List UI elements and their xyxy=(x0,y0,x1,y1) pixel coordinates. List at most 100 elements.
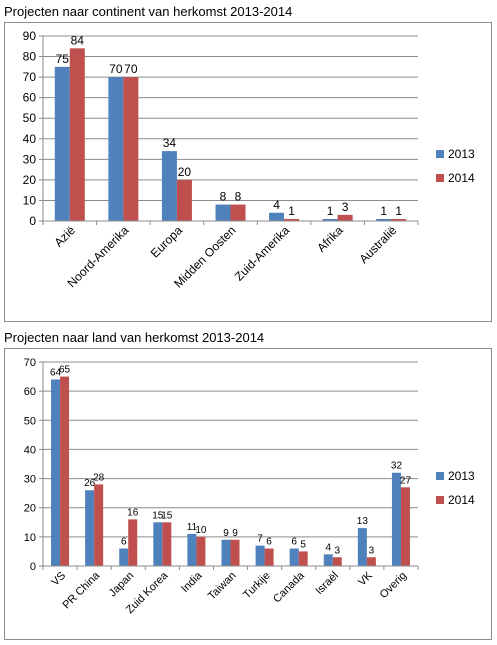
data-label: 9 xyxy=(232,528,238,539)
y-tick-label: 10 xyxy=(24,532,36,544)
data-label: 3 xyxy=(342,200,349,214)
data-label: 75 xyxy=(56,52,70,66)
data-label: 64 xyxy=(50,367,62,378)
bar-2013 xyxy=(161,151,177,221)
x-tick-label: Japan xyxy=(107,570,137,600)
legend-swatch xyxy=(436,174,444,182)
data-label: 3 xyxy=(334,545,340,556)
legend-label: 2013 xyxy=(448,147,475,161)
data-label: 1 xyxy=(327,204,334,218)
bar-2014 xyxy=(162,522,172,566)
data-label: 4 xyxy=(325,542,331,553)
chart-2-frame: 0 10 20 30 40 50 60 70 64 65 VS 26 28 PR China 6 16 Japa… xyxy=(4,348,492,640)
x-tick-label: Afrika xyxy=(314,223,346,255)
bar-2014 xyxy=(337,214,353,221)
data-label: 84 xyxy=(71,33,85,47)
data-label: 4 xyxy=(273,198,280,212)
bar-2013 xyxy=(289,548,299,566)
y-tick-label: 50 xyxy=(23,111,37,125)
x-tick-label: PR China xyxy=(60,569,102,611)
bar-2014 xyxy=(94,484,104,566)
data-label: 70 xyxy=(109,62,123,76)
data-label: 15 xyxy=(161,510,173,521)
legend-label: 2013 xyxy=(448,469,475,483)
bar-2013 xyxy=(215,204,231,221)
y-tick-label: 70 xyxy=(23,70,37,84)
bar-2013 xyxy=(391,472,401,566)
data-label: 34 xyxy=(163,136,177,150)
bar-2013 xyxy=(322,218,338,221)
data-label: 1 xyxy=(288,204,295,218)
bar-2014 xyxy=(284,218,300,221)
data-label: 7 xyxy=(257,534,263,545)
bar-2014 xyxy=(264,548,274,566)
x-tick-label: Overig xyxy=(378,570,409,601)
y-tick-label: 10 xyxy=(23,193,37,207)
data-label: 5 xyxy=(300,539,306,550)
bar-2013 xyxy=(153,522,163,566)
bar-2013 xyxy=(323,554,333,566)
bar-2014 xyxy=(391,218,407,221)
bar-2013 xyxy=(119,548,129,566)
x-tick-label: India xyxy=(179,569,205,595)
data-label: 27 xyxy=(400,475,412,486)
y-tick-label: 60 xyxy=(23,91,37,105)
x-tick-label: Europa xyxy=(148,223,185,260)
bar-2013 xyxy=(221,539,231,566)
y-tick-label: 80 xyxy=(23,50,37,64)
bar-2014 xyxy=(298,551,308,566)
chart-2-title: Projecten naar land van herkomst 2013-20… xyxy=(4,330,265,345)
y-tick-label: 50 xyxy=(24,415,36,427)
x-tick-label: Israël xyxy=(313,570,341,598)
bar-2013 xyxy=(269,212,285,221)
bar-2014 xyxy=(332,557,342,566)
x-tick-label: Australië xyxy=(356,223,399,266)
data-label: 70 xyxy=(124,62,138,76)
x-tick-label: VK xyxy=(356,569,375,588)
bar-2014 xyxy=(69,48,85,221)
bar-2014 xyxy=(123,77,139,221)
x-tick-label: Zuid-Amerika xyxy=(232,223,293,284)
x-tick-label: Azië xyxy=(52,223,79,250)
y-tick-label: 0 xyxy=(29,214,36,228)
x-tick-label: Taiwan xyxy=(206,570,239,603)
data-label: 13 xyxy=(357,516,369,527)
legend-swatch xyxy=(436,472,444,480)
bar-2013 xyxy=(54,66,70,221)
y-tick-label: 90 xyxy=(23,29,37,43)
x-tick-label: Canada xyxy=(271,569,307,605)
data-label: 6 xyxy=(121,537,127,548)
bar-2014 xyxy=(366,557,376,566)
data-label: 26 xyxy=(84,478,96,489)
data-label: 65 xyxy=(59,365,71,376)
y-tick-label: 60 xyxy=(24,386,36,398)
bar-2013 xyxy=(357,528,367,566)
chart-1-frame: 0 10 20 30 40 50 60 70 80 90 75 84 Azië 70 70 Noord-Ame… xyxy=(4,22,492,322)
y-tick-label: 20 xyxy=(23,173,37,187)
bar-2013 xyxy=(85,490,95,566)
bar-2014 xyxy=(230,539,240,566)
bar-2013 xyxy=(255,545,265,566)
y-tick-label: 40 xyxy=(24,444,36,456)
data-label: 15 xyxy=(152,510,164,521)
data-label: 8 xyxy=(220,190,227,204)
bar-2014 xyxy=(60,376,70,566)
data-label: 20 xyxy=(178,165,192,179)
data-label: 1 xyxy=(395,204,402,218)
y-tick-label: 30 xyxy=(23,152,37,166)
data-label: 8 xyxy=(235,190,242,204)
y-tick-label: 20 xyxy=(24,503,36,515)
data-label: 6 xyxy=(266,537,272,548)
data-label: 6 xyxy=(291,537,297,548)
data-label: 9 xyxy=(223,528,229,539)
legend-label: 2014 xyxy=(448,171,475,185)
bar-2013 xyxy=(108,77,124,221)
chart-1-title: Projecten naar continent van herkomst 20… xyxy=(4,4,293,19)
bar-2014 xyxy=(400,487,410,566)
data-label: 32 xyxy=(391,461,403,472)
bar-2013 xyxy=(376,218,392,221)
bar-2014 xyxy=(230,204,246,221)
data-label: 11 xyxy=(187,522,198,533)
data-label: 1 xyxy=(380,204,387,218)
